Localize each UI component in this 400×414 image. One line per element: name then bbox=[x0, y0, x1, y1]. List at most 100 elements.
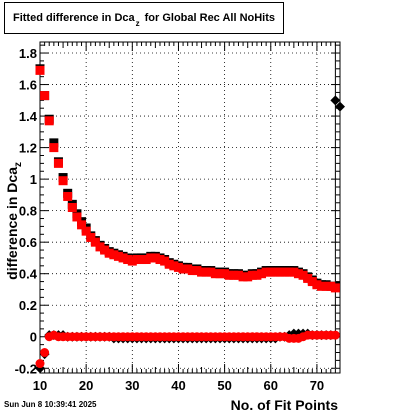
data-point bbox=[49, 143, 59, 153]
data-point bbox=[266, 267, 276, 277]
title-prefix: Fitted difference in Dca bbox=[12, 12, 135, 24]
data-point bbox=[86, 232, 96, 242]
data-point bbox=[141, 255, 151, 265]
data-markers bbox=[35, 42, 345, 374]
data-point bbox=[81, 226, 91, 236]
data-point bbox=[289, 267, 299, 277]
data-point bbox=[40, 91, 50, 101]
data-point bbox=[201, 267, 211, 277]
y-tick-label: 0.2 bbox=[19, 298, 37, 313]
data-point bbox=[90, 237, 100, 247]
data-point bbox=[243, 272, 253, 282]
data-point bbox=[132, 255, 142, 265]
data-point bbox=[215, 269, 225, 279]
data-point bbox=[150, 253, 160, 263]
x-tick-label: 30 bbox=[125, 378, 139, 393]
x-tick-label: 20 bbox=[79, 378, 93, 393]
data-point bbox=[192, 266, 202, 276]
data-point bbox=[183, 264, 193, 274]
y-axis-label-main: difference in Dca bbox=[4, 167, 20, 280]
axis-ticks: 10 20 30 40 50 60 70 -0.2 0 0.2 0.4 0.6 0.8 1 1.2 1.4 1.… bbox=[15, 42, 341, 393]
title-suffix: for Global Rec All NoHits bbox=[144, 12, 276, 24]
data-point bbox=[307, 277, 317, 287]
data-point bbox=[284, 267, 294, 277]
data-point bbox=[247, 270, 257, 280]
grid-lines bbox=[39, 42, 340, 373]
data-point bbox=[53, 158, 63, 168]
data-point bbox=[270, 267, 280, 277]
data-point bbox=[169, 261, 179, 271]
data-point bbox=[40, 348, 50, 358]
data-point bbox=[164, 259, 174, 269]
x-tick-label: 50 bbox=[217, 378, 231, 393]
data-point bbox=[326, 281, 336, 291]
data-point bbox=[137, 255, 147, 265]
y-axis-label: difference in Dcaz bbox=[4, 162, 24, 280]
data-point bbox=[113, 251, 123, 261]
data-point bbox=[257, 269, 267, 279]
y-tick-label: -0.2 bbox=[15, 361, 37, 376]
data-point bbox=[95, 242, 105, 252]
data-point bbox=[229, 270, 239, 280]
data-point bbox=[104, 248, 114, 258]
data-point bbox=[35, 359, 45, 369]
y-tick-label: 0.8 bbox=[19, 204, 37, 219]
data-point bbox=[233, 270, 243, 280]
data-point bbox=[35, 65, 45, 75]
data-point bbox=[173, 262, 183, 272]
data-point bbox=[330, 283, 340, 293]
x-tick-label: 70 bbox=[310, 378, 324, 393]
y-tick-label: 0 bbox=[30, 330, 37, 345]
data-point bbox=[224, 270, 234, 280]
y-tick-label: 1 bbox=[30, 172, 37, 187]
plot-frame bbox=[39, 41, 341, 374]
y-tick-label: 0.6 bbox=[19, 235, 37, 250]
data-point bbox=[210, 269, 220, 279]
data-point bbox=[44, 116, 54, 126]
data-point bbox=[178, 264, 188, 274]
data-point bbox=[63, 191, 73, 201]
data-point bbox=[100, 245, 110, 255]
data-point bbox=[77, 220, 87, 230]
x-tick-label: 60 bbox=[264, 378, 278, 393]
data-point bbox=[206, 267, 216, 277]
data-point bbox=[220, 269, 230, 279]
y-tick-label: 1.4 bbox=[19, 109, 38, 124]
data-point bbox=[72, 212, 82, 222]
data-point bbox=[321, 281, 331, 291]
y-axis-label-subscript: z bbox=[13, 162, 24, 167]
title-subscript: z bbox=[135, 18, 140, 28]
data-point bbox=[160, 256, 170, 266]
data-point bbox=[238, 272, 248, 282]
data-point bbox=[187, 266, 197, 276]
data-point bbox=[303, 273, 313, 283]
x-axis-label: No. of Fit Points bbox=[231, 397, 339, 413]
data-point bbox=[146, 253, 156, 263]
data-point bbox=[67, 203, 77, 212]
y-tick-label: 1.2 bbox=[19, 141, 37, 156]
data-point bbox=[58, 176, 68, 186]
data-point bbox=[118, 253, 128, 263]
y-tick-label: 1.8 bbox=[19, 46, 37, 61]
y-tick-label: 0.4 bbox=[19, 267, 38, 282]
data-point bbox=[123, 255, 133, 265]
data-point bbox=[298, 270, 308, 280]
data-point bbox=[293, 269, 303, 279]
data-point bbox=[317, 281, 327, 291]
plot-title: Fitted difference in Dca z for Global Re… bbox=[4, 2, 284, 34]
x-tick-label: 10 bbox=[33, 378, 47, 393]
data-point bbox=[109, 250, 119, 260]
data-point bbox=[280, 267, 290, 277]
data-point bbox=[275, 267, 285, 277]
data-point bbox=[49, 138, 59, 148]
y-tick-label: 1.6 bbox=[19, 78, 37, 93]
timestamp: Sun Jun 8 10:39:41 2025 bbox=[4, 400, 97, 409]
data-point bbox=[330, 95, 341, 106]
data-point bbox=[330, 330, 340, 340]
data-point bbox=[127, 256, 137, 266]
data-point bbox=[312, 280, 322, 290]
data-point bbox=[261, 267, 271, 277]
data-point bbox=[252, 270, 262, 280]
data-point bbox=[155, 255, 165, 265]
